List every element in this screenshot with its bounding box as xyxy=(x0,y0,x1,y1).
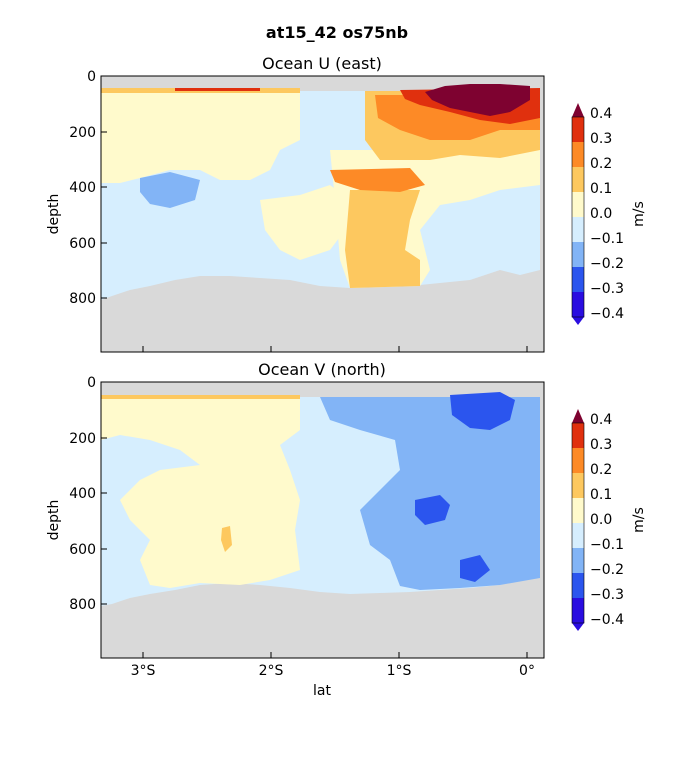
panel-u: Ocean U (east) 0 200 xyxy=(46,54,647,353)
panel-v-frame xyxy=(100,381,545,659)
panel-v-ytick-800: 800 xyxy=(69,597,96,613)
cbar-u-tick-5: −0.1 xyxy=(590,231,624,247)
cbar-v-tick-1: 0.3 xyxy=(590,437,612,453)
u-field-moderate-west xyxy=(140,172,200,208)
panel-v-x-ticks: 3°S 2°S 1°S 0° xyxy=(131,652,535,679)
cbar-u-tick-0: 0.4 xyxy=(590,106,612,122)
v-field-strong-south-upper xyxy=(450,392,515,430)
v-field-weak-north-west xyxy=(101,397,300,588)
panel-v-ytick-200: 200 xyxy=(69,431,96,447)
u-field-weak-east-lower xyxy=(260,185,350,260)
colorbar-v-bottom-arrow xyxy=(572,623,584,631)
panel-v-ytick-0: 0 xyxy=(87,375,96,391)
cbar-u-tick-3: 0.1 xyxy=(590,181,612,197)
u-field-extreme-east xyxy=(425,84,530,116)
cbar-u-tick-2: 0.2 xyxy=(590,156,612,172)
cbar-v-tick-2: 0.2 xyxy=(590,462,612,478)
panel-u-x-ticks xyxy=(142,346,528,352)
colorbar-u-bottom-arrow xyxy=(572,317,584,325)
panel-v-ylabel: depth xyxy=(46,500,62,541)
panel-u-plot xyxy=(100,75,545,353)
v-field-strong-south-mid xyxy=(415,495,450,525)
panel-u-colorbar: 0.4 0.3 0.2 0.1 0.0 −0.1 −0.2 −0.3 −0.4 … xyxy=(571,103,647,325)
cbar-u-tick-8: −0.4 xyxy=(590,306,624,322)
v-field-moderate-north-spot xyxy=(221,526,232,552)
panel-v-xlabel: lat xyxy=(313,683,331,699)
panel-u-ytick-800: 800 xyxy=(69,291,96,307)
panel-u-y-ticks: 0 200 400 600 800 xyxy=(69,69,107,307)
cbar-u-tick-7: −0.3 xyxy=(590,281,624,297)
panel-v-title: Ocean V (north) xyxy=(258,360,386,379)
panel-u-ytick-200: 200 xyxy=(69,125,96,141)
u-field-weak-east-upper xyxy=(101,91,300,183)
v-field-strong-south-deep xyxy=(460,555,490,582)
u-field-strong-east-mid xyxy=(330,168,425,192)
colorbar-v-top-arrow xyxy=(572,409,584,423)
cbar-v-tick-3: 0.1 xyxy=(590,487,612,503)
v-field-moderate-south-east xyxy=(320,397,540,590)
v-field-surface-strip xyxy=(101,395,300,399)
panel-v: Ocean V (north) 0 200 400 600 800 xyxy=(46,360,647,699)
panel-v-xtick-1s: 1°S xyxy=(387,663,412,679)
panel-v-colorbar: 0.4 0.3 0.2 0.1 0.0 −0.1 −0.2 −0.3 −0.4 … xyxy=(571,409,647,631)
cbar-u-label: m/s xyxy=(631,201,647,227)
figure-title: at15_42 os75nb xyxy=(266,23,408,42)
panel-u-title: Ocean U (east) xyxy=(262,54,382,73)
panel-v-ytick-400: 400 xyxy=(69,486,96,502)
cbar-v-tick-0: 0.4 xyxy=(590,412,612,428)
panel-u-ytick-400: 400 xyxy=(69,180,96,196)
panel-v-xtick-3s: 3°S xyxy=(131,663,156,679)
cbar-v-tick-4: 0.0 xyxy=(590,512,612,528)
panel-v-plot xyxy=(100,381,545,659)
cbar-u-tick-1: 0.3 xyxy=(590,131,612,147)
cbar-u-tick-4: 0.0 xyxy=(590,206,612,222)
cbar-v-tick-5: −0.1 xyxy=(590,537,624,553)
panel-v-y-ticks: 0 200 400 600 800 xyxy=(69,375,107,613)
colorbar-u-top-arrow xyxy=(572,103,584,117)
panel-v-xtick-2s: 2°S xyxy=(259,663,284,679)
u-field-surface-strip-red xyxy=(175,88,260,91)
panel-u-frame xyxy=(100,75,545,353)
u-field-moderate-east-deep xyxy=(345,190,420,288)
panel-u-ylabel: depth xyxy=(46,194,62,235)
cbar-v-tick-6: −0.2 xyxy=(590,562,624,578)
cbar-v-tick-7: −0.3 xyxy=(590,587,624,603)
panel-v-xtick-0: 0° xyxy=(519,663,535,679)
panel-u-ytick-0: 0 xyxy=(87,69,96,85)
panel-u-ytick-600: 600 xyxy=(69,236,96,252)
cbar-u-tick-6: −0.2 xyxy=(590,256,624,272)
cbar-v-label: m/s xyxy=(631,507,647,533)
panel-v-ytick-600: 600 xyxy=(69,542,96,558)
cbar-v-tick-8: −0.4 xyxy=(590,612,624,628)
